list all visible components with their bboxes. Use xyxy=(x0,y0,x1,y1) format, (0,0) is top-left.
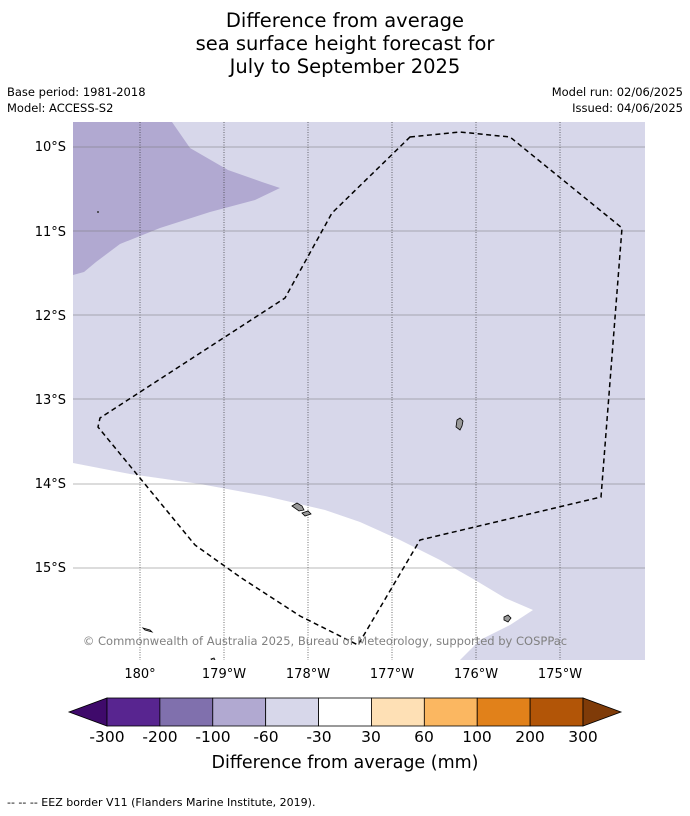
cb-color-box xyxy=(476,697,531,727)
cb-color-box xyxy=(318,697,372,727)
meta-left: Base period: 1981-2018 Model: ACCESS-S2 xyxy=(7,84,146,116)
meta-right: Model run: 02/06/2025 Issued: 04/06/2025 xyxy=(552,84,683,116)
issued-date: Issued: 04/06/2025 xyxy=(572,101,683,115)
map-area: © Commonwealth of Australia 2025, Bureau… xyxy=(73,122,645,660)
cb-tick-label: -60 xyxy=(253,728,279,746)
cb-color-box xyxy=(265,697,319,727)
land-features xyxy=(97,211,512,660)
cb-color-box xyxy=(529,697,584,727)
island-tiny-north xyxy=(97,211,99,213)
title-line-1: Difference from average xyxy=(225,9,465,32)
lon-axis-labels: 180° 179°W 178°W 177°W 176°W 175°W xyxy=(124,667,582,682)
anomaly-minus30-to-30-region xyxy=(73,463,533,660)
cb-tick-label: -30 xyxy=(306,728,332,746)
model-run: Model run: 02/06/2025 xyxy=(551,85,683,99)
lat-label-12s: 12°S xyxy=(35,309,66,324)
anomaly-minus100-to-minus60-region xyxy=(73,122,280,275)
island-fragment-west xyxy=(141,627,154,633)
lat-label-13s: 13°S xyxy=(35,393,66,408)
lon-label-175w: 175°W xyxy=(538,667,582,682)
lat-label-14s: 14°S xyxy=(35,477,66,492)
lon-label-179w: 179°W xyxy=(202,667,246,682)
lat-label-15s: 15°S xyxy=(35,561,66,576)
title-line-2: sea surface height forecast for xyxy=(195,32,495,55)
cb-tick-label: 100 xyxy=(462,728,492,746)
cb-tick-label: 300 xyxy=(568,728,598,746)
cb-tick-label: 60 xyxy=(414,728,434,746)
cb-tick-label: -300 xyxy=(89,728,125,746)
island-fragment-south xyxy=(210,657,216,660)
island-alofi xyxy=(301,510,312,517)
cb-tick-label: 200 xyxy=(515,728,545,746)
eez-border xyxy=(97,131,623,646)
cb-color-box xyxy=(106,697,161,727)
lon-label-177w: 177°W xyxy=(370,667,414,682)
colorbar xyxy=(67,697,623,727)
title-line-3: July to September 2025 xyxy=(229,55,461,78)
gridlines xyxy=(73,122,645,660)
cb-extend-high xyxy=(582,697,623,727)
model-name: Model: ACCESS-S2 xyxy=(7,101,114,115)
cb-color-box xyxy=(371,697,425,727)
lat-label-11s: 11°S xyxy=(35,225,66,240)
island-tafahi xyxy=(503,614,512,623)
lat-label-10s: 10°S xyxy=(35,140,66,155)
colorbar-title: Difference from average (mm) xyxy=(211,753,479,773)
chart-title: Difference from average sea surface heig… xyxy=(0,9,690,78)
cb-tick-label: -100 xyxy=(195,728,231,746)
island-futuna xyxy=(291,502,305,512)
island-niuafoou xyxy=(455,417,464,431)
cb-extend-low xyxy=(67,697,108,727)
cb-color-box xyxy=(423,697,478,727)
lon-label-180: 180° xyxy=(124,667,155,682)
eez-legend-note: -- -- -- EEZ border V11 (Flanders Marine… xyxy=(7,796,316,809)
cb-tick-label: 30 xyxy=(361,728,381,746)
cb-color-box xyxy=(159,697,214,727)
base-period: Base period: 1981-2018 xyxy=(7,85,146,99)
copyright-notice: © Commonwealth of Australia 2025, Bureau… xyxy=(83,634,567,648)
lon-label-178w: 178°W xyxy=(286,667,330,682)
cb-color-box xyxy=(212,697,267,727)
lon-label-176w: 176°W xyxy=(454,667,498,682)
cb-tick-label: -200 xyxy=(142,728,178,746)
lat-axis-labels: 10°S 11°S 12°S 13°S 14°S 15°S xyxy=(35,140,66,576)
